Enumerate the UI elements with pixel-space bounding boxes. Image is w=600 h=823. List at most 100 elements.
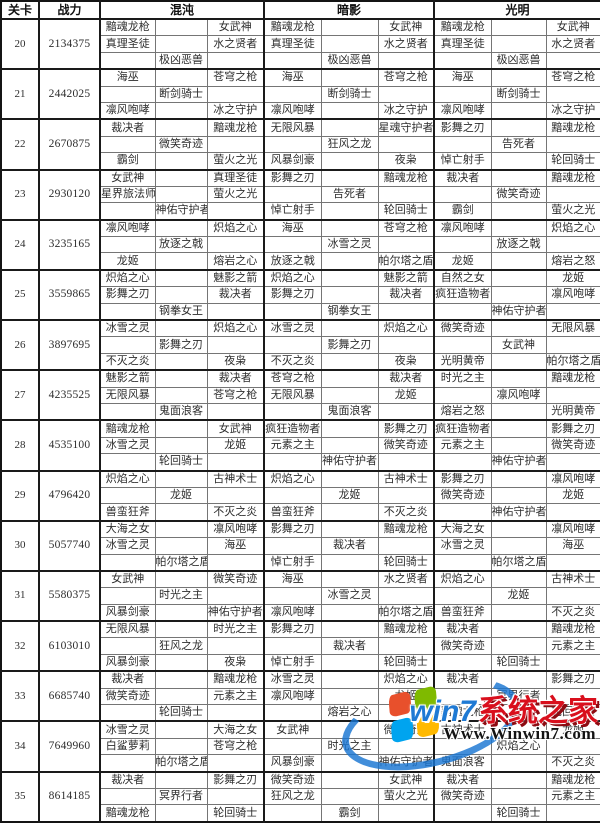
empty-cell xyxy=(154,352,208,371)
hero-cell-shadow: 冰雪之灵 xyxy=(320,236,379,254)
empty-cell xyxy=(206,85,265,103)
hero-cell-shadow: 时光之主 xyxy=(320,737,379,756)
empty-cell xyxy=(545,185,600,204)
stage-row: 时光之主 冰雪之灵 龙姬 xyxy=(1,587,600,605)
empty-cell xyxy=(320,202,379,221)
hero-cell-chaos: 无限风暴 xyxy=(99,620,156,639)
empty-cell xyxy=(99,51,156,70)
empty-cell xyxy=(545,553,600,572)
empty-cell xyxy=(490,168,547,187)
empty-cell xyxy=(99,453,156,472)
empty-cell xyxy=(206,135,265,154)
level-cell: 33 xyxy=(0,670,40,722)
empty-cell xyxy=(206,637,265,655)
hero-cell-shadow: 苍穹之枪 xyxy=(377,218,435,238)
hero-cell-chaos: 凛风咆哮 xyxy=(99,101,156,120)
level-cell: 34 xyxy=(0,720,40,773)
hero-cell-chaos: 冰雪之灵 xyxy=(99,720,156,739)
hero-cell-light: 炽焰之心 xyxy=(545,218,600,238)
hero-cell-light: 海巫 xyxy=(545,537,600,555)
hero-cell-shadow: 黯魂龙枪 xyxy=(263,18,322,37)
hero-cell-shadow: 疯狂造物者 xyxy=(263,419,322,438)
hero-cell-light: 凛风咆哮 xyxy=(433,101,492,120)
hero-cell-chaos: 微笑奇迹 xyxy=(154,135,208,154)
hero-cell-light: 帕尔塔之盾 xyxy=(490,553,547,572)
hero-cell-chaos: 大海之女 xyxy=(206,720,265,739)
hero-cell-light: 微笑奇迹 xyxy=(545,436,600,455)
empty-cell xyxy=(154,720,208,739)
power-cell: 4535100 xyxy=(38,419,101,472)
hero-cell-chaos: 魅影之箭 xyxy=(99,369,156,388)
empty-cell xyxy=(545,51,600,70)
hero-cell-light: 光明黄帝 xyxy=(545,402,600,421)
hero-cell-light: 熔岩之怒 xyxy=(433,402,492,421)
power-cell: 2930120 xyxy=(38,168,101,221)
stage-row: 轮回骑士 神佑守护者 神佑守护者 xyxy=(1,453,600,472)
hero-cell-shadow: 水之贤者 xyxy=(377,35,435,53)
empty-cell xyxy=(320,35,379,53)
hero-cell-shadow: 悼亡射手 xyxy=(263,653,322,672)
hero-cell-chaos: 萤火之光 xyxy=(206,152,265,171)
hero-cell-shadow: 冰雪之灵 xyxy=(263,670,322,689)
empty-cell xyxy=(154,18,208,37)
hero-cell-light: 霸剑 xyxy=(433,202,492,221)
power-cell: 3559865 xyxy=(38,268,101,321)
stage-row: 星界旅法师 萤火之光 告死者 微笑奇迹 xyxy=(1,185,600,204)
empty-cell xyxy=(545,503,600,522)
empty-cell xyxy=(320,419,379,438)
hero-cell-light: 微笑奇迹 xyxy=(433,787,492,806)
hero-cell-shadow: 不灭之炎 xyxy=(263,352,322,371)
hero-cell-shadow: 微笑奇迹 xyxy=(263,770,322,789)
watermark-url: Www.Winwin7.com xyxy=(443,724,596,743)
hero-cell-chaos: 苍穹之枪 xyxy=(206,386,265,404)
hero-cell-shadow: 影舞之刃 xyxy=(320,336,379,354)
hero-cell-light: 海巫 xyxy=(433,68,492,87)
hero-cell-chaos: 黯魂龙枪 xyxy=(99,18,156,37)
hero-cell-chaos: 不灭之炎 xyxy=(206,503,265,522)
hero-cell-shadow: 鬼面浪客 xyxy=(320,402,379,421)
empty-cell xyxy=(545,236,600,254)
hero-cell-light: 轮回骑士 xyxy=(490,804,547,823)
empty-cell xyxy=(320,469,379,488)
empty-cell xyxy=(263,336,322,354)
empty-cell xyxy=(263,637,322,655)
hero-cell-chaos: 狂风之龙 xyxy=(154,637,208,655)
header-power: 战力 xyxy=(38,0,101,20)
hero-cell-light: 影舞之刃 xyxy=(545,670,600,689)
empty-cell xyxy=(320,152,379,171)
hero-cell-shadow: 断剑骑士 xyxy=(320,85,379,103)
hero-cell-shadow: 影舞之刃 xyxy=(263,519,322,539)
hero-cell-shadow: 影舞之刃 xyxy=(263,620,322,639)
hero-cell-chaos: 龙姬 xyxy=(99,252,156,271)
hero-cell-shadow: 裁决者 xyxy=(320,637,379,655)
stage-row: 冰雪之灵 海巫 裁决者 冰雪之灵 海巫 xyxy=(1,537,600,555)
empty-cell xyxy=(206,402,265,421)
empty-cell xyxy=(154,35,208,53)
hero-cell-shadow: 炽焰之心 xyxy=(263,469,322,488)
stage-row: 24 3235165 凛风咆哮 炽焰之心 海巫 苍穹之枪 凛风咆哮 炽焰之心 xyxy=(0,218,600,271)
hero-cell-shadow: 裁决者 xyxy=(377,369,435,388)
hero-cell-shadow: 夜枭 xyxy=(377,152,435,171)
empty-cell xyxy=(99,135,156,154)
hero-cell-light: 影舞之刃 xyxy=(433,469,492,488)
hero-cell-light: 龙姬 xyxy=(545,486,600,505)
empty-cell xyxy=(99,754,156,773)
hero-cell-light: 黯魂龙枪 xyxy=(545,168,600,187)
empty-cell xyxy=(206,787,265,806)
power-cell: 2670875 xyxy=(38,118,101,171)
hero-cell-light: 疯狂造物者 xyxy=(433,286,492,304)
hero-cell-chaos: 炽焰之心 xyxy=(206,218,265,238)
empty-cell xyxy=(545,687,600,706)
hero-cell-light: 女武神 xyxy=(490,336,547,354)
header-level: 关卡 xyxy=(0,0,40,20)
empty-cell xyxy=(490,486,547,505)
hero-cell-chaos: 冰雪之灵 xyxy=(99,537,156,555)
hero-cell-chaos: 苍穹之枪 xyxy=(206,68,265,87)
stage-row: 狂风之龙 裁决者 微笑奇迹 元素之主 xyxy=(1,637,600,655)
power-cell: 7649960 xyxy=(38,720,101,773)
hero-cell-light: 微笑奇迹 xyxy=(433,319,492,338)
empty-cell xyxy=(377,402,435,421)
hero-cell-chaos: 裁决者 xyxy=(206,286,265,304)
stage-row: 放逐之戟 冰雪之灵 放逐之戟 xyxy=(1,236,600,254)
